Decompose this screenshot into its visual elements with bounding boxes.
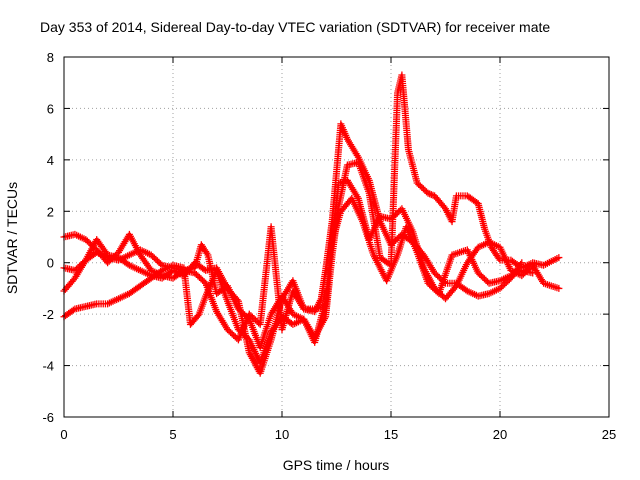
y-tick-label: -2 bbox=[42, 307, 54, 322]
y-tick-label: 4 bbox=[47, 153, 54, 168]
x-tick-label: 20 bbox=[493, 427, 507, 442]
series-track-4 bbox=[60, 120, 526, 344]
y-tick-label: -4 bbox=[42, 359, 54, 374]
data-point bbox=[69, 306, 77, 314]
y-axis-label: SDTVAR / TECUs bbox=[4, 182, 20, 294]
data-series bbox=[60, 71, 563, 377]
x-tick-label: 25 bbox=[602, 427, 616, 442]
y-tick-label: 0 bbox=[47, 256, 54, 271]
data-point bbox=[440, 278, 448, 286]
y-tick-label: 2 bbox=[47, 204, 54, 219]
x-tick-label: 5 bbox=[169, 427, 176, 442]
data-point bbox=[555, 254, 563, 262]
series-track-2 bbox=[60, 176, 563, 377]
data-point bbox=[495, 255, 503, 263]
y-tick-label: 8 bbox=[47, 50, 54, 65]
plot-frame bbox=[63, 56, 610, 418]
x-tick-label: 0 bbox=[60, 427, 67, 442]
chart-title: Day 353 of 2014, Sidereal Day-to-day VTE… bbox=[40, 19, 550, 35]
series-track-3 bbox=[60, 71, 563, 367]
y-tick-label: -6 bbox=[42, 410, 54, 425]
x-axis-label: GPS time / hours bbox=[283, 457, 390, 473]
grid-lines bbox=[64, 57, 609, 417]
x-tick-label: 10 bbox=[275, 427, 289, 442]
data-point bbox=[518, 259, 526, 267]
data-point bbox=[233, 296, 241, 304]
y-tick-label: 6 bbox=[47, 101, 54, 116]
data-point bbox=[555, 284, 563, 292]
x-tick-label: 15 bbox=[384, 427, 398, 442]
